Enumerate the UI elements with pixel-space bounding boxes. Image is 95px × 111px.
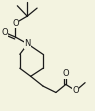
Text: O: O (72, 86, 79, 95)
Text: O: O (12, 19, 19, 28)
Text: O: O (63, 69, 69, 78)
Text: N: N (25, 39, 31, 48)
Text: O: O (1, 28, 8, 37)
